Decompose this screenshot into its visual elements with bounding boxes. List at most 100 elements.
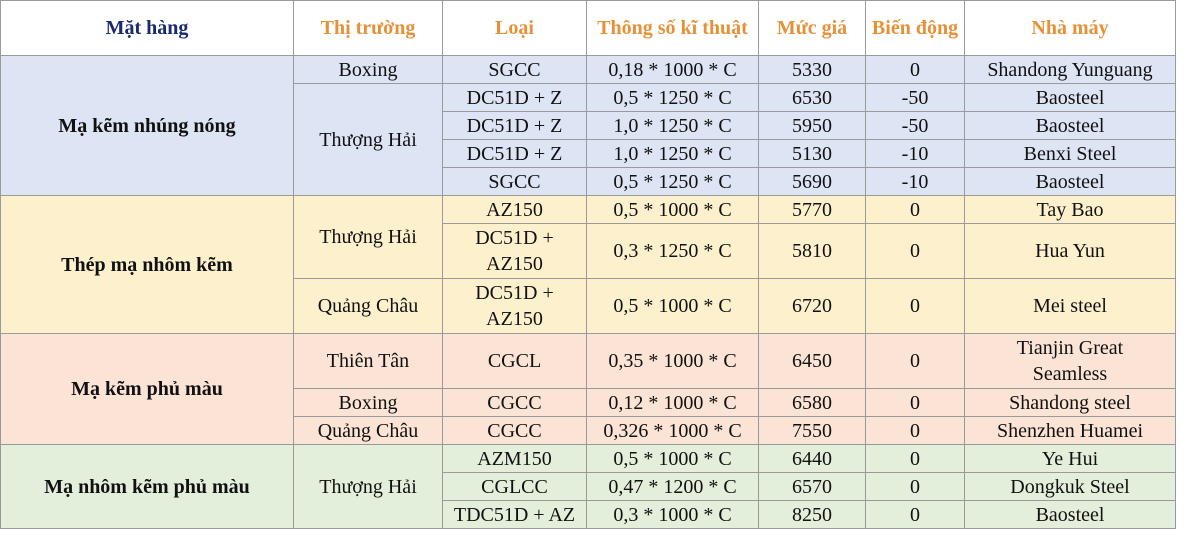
spec-cell: 1,0 * 1250 * C (586, 139, 759, 168)
type-cell: AZM150 (442, 444, 587, 473)
type-cell: SGCC (442, 167, 587, 196)
price-cell: 6450 (758, 333, 866, 389)
factory-cell: Hua Yun (964, 223, 1176, 279)
change-cell: -50 (865, 83, 965, 112)
factory-line: Seamless (1032, 363, 1108, 385)
type-cell: DC51D + Z (442, 111, 587, 140)
price-cell: 5950 (758, 111, 866, 140)
spec-cell: 0,18 * 1000 * C (586, 55, 759, 84)
change-cell: -10 (865, 167, 965, 196)
change-cell: 0 (865, 278, 965, 334)
change-cell: 0 (865, 444, 965, 473)
header-row: Mặt hàng Thị trường Loại Thông số kĩ thu… (0, 0, 1176, 56)
change-cell: 0 (865, 195, 965, 224)
market-cell: Quảng Châu (293, 278, 443, 334)
price-cell: 5330 (758, 55, 866, 84)
header-type: Loại (442, 0, 587, 56)
spec-cell: 0,35 * 1000 * C (586, 333, 759, 389)
type-cell: DC51D + Z (442, 83, 587, 112)
change-cell: 0 (865, 388, 965, 417)
type-cell: CGCC (442, 416, 587, 445)
spec-cell: 0,5 * 1250 * C (586, 83, 759, 112)
spec-cell: 0,5 * 1250 * C (586, 167, 759, 196)
table-row: Thượng Hải DC51D + Z 0,5 * 1250 * C 6530… (0, 83, 1176, 196)
market-cell: Boxing (293, 388, 443, 417)
factory-cell: Mei steel (964, 278, 1176, 334)
price-cell: 5690 (758, 167, 866, 196)
change-cell: 0 (865, 416, 965, 445)
factory-cell: Shandong Yunguang (964, 55, 1176, 84)
spec-cell: 0,3 * 1000 * C (586, 500, 759, 529)
change-cell: 0 (865, 223, 965, 279)
market-cell: Thiên Tân (293, 333, 443, 389)
factory-cell: Benxi Steel (964, 139, 1176, 168)
change-cell: -50 (865, 111, 965, 140)
factory-line: Tianjin Great (1016, 337, 1124, 359)
factory-cell: Baosteel (964, 500, 1176, 529)
price-cell: 5130 (758, 139, 866, 168)
group-name: Mạ nhôm kẽm phủ màu (0, 444, 294, 529)
factory-cell: Baosteel (964, 83, 1176, 112)
type-cell: CGCL (442, 333, 587, 389)
factory-cell: Shenzhen Huamei (964, 416, 1176, 445)
header-market: Thị trường (293, 0, 443, 56)
table-row: Mạ kẽm phủ màu Thiên Tân CGCL 0,35 * 100… (0, 333, 1176, 445)
header-factory: Nhà máy (964, 0, 1176, 56)
market-cell: Thượng Hải (293, 195, 443, 279)
type-cell: TDC51D + AZ (442, 500, 587, 529)
table-row: Mạ nhôm kẽm phủ màu Thượng Hải AZM150 0,… (0, 444, 1176, 529)
type-cell: SGCC (442, 55, 587, 84)
spec-cell: 0,5 * 1000 * C (586, 195, 759, 224)
type-cell: DC51D + AZ150 (442, 223, 587, 279)
factory-cell: Shandong steel (964, 388, 1176, 417)
type-cell: DC51D + Z (442, 139, 587, 168)
group-name: Mạ kẽm phủ màu (0, 333, 294, 445)
spec-cell: 1,0 * 1250 * C (586, 111, 759, 140)
factory-cell: Tianjin Great Seamless (964, 333, 1176, 389)
change-cell: 0 (865, 500, 965, 529)
price-cell: 8250 (758, 500, 866, 529)
factory-cell: Ye Hui (964, 444, 1176, 473)
price-cell: 6570 (758, 472, 866, 501)
spec-cell: 0,5 * 1000 * C (586, 444, 759, 473)
change-cell: 0 (865, 55, 965, 84)
change-cell: 0 (865, 472, 965, 501)
change-cell: -10 (865, 139, 965, 168)
type-cell: CGCC (442, 388, 587, 417)
type-cell: AZ150 (442, 195, 587, 224)
price-cell: 6530 (758, 83, 866, 112)
price-cell: 6720 (758, 278, 866, 334)
table-row: CGLCC 0,47 * 1200 * C 6570 0 Dongkuk Ste… (0, 472, 1176, 501)
price-cell: 5810 (758, 223, 866, 279)
header-change: Biến động (865, 0, 965, 56)
market-cell: Boxing (293, 55, 443, 84)
table-row: SGCC 0,5 * 1250 * C 5690 -10 Baosteel (0, 167, 1176, 196)
type-line: AZ150 (486, 308, 543, 330)
market-cell: Thượng Hải (293, 83, 443, 196)
change-cell: 0 (865, 333, 965, 389)
table-row: Mạ kẽm nhúng nóng Boxing SGCC 0,18 * 100… (0, 55, 1176, 196)
table-row: Quảng Châu DC51D + AZ150 0,5 * 1000 * C … (0, 278, 1176, 334)
spec-cell: 0,12 * 1000 * C (586, 388, 759, 417)
price-cell: 7550 (758, 416, 866, 445)
type-line: AZ150 (486, 253, 543, 275)
steel-price-table: Mặt hàng Thị trường Loại Thông số kĩ thu… (0, 0, 1176, 529)
factory-cell: Dongkuk Steel (964, 472, 1176, 501)
factory-cell: Baosteel (964, 111, 1176, 140)
group-name: Mạ kẽm nhúng nóng (0, 55, 294, 196)
price-cell: 6580 (758, 388, 866, 417)
type-line: DC51D + (475, 227, 554, 249)
type-cell: DC51D + AZ150 (442, 278, 587, 334)
price-cell: 5770 (758, 195, 866, 224)
group-name: Thép mạ nhôm kẽm (0, 195, 294, 334)
spec-cell: 0,47 * 1200 * C (586, 472, 759, 501)
spec-cell: 0,3 * 1250 * C (586, 223, 759, 279)
market-cell: Quảng Châu (293, 416, 443, 445)
market-cell: Thượng Hải (293, 444, 443, 529)
factory-cell: Baosteel (964, 167, 1176, 196)
header-price: Mức giá (758, 0, 866, 56)
factory-cell: Tay Bao (964, 195, 1176, 224)
header-item: Mặt hàng (0, 0, 294, 56)
type-cell: CGLCC (442, 472, 587, 501)
spec-cell: 0,5 * 1000 * C (586, 278, 759, 334)
